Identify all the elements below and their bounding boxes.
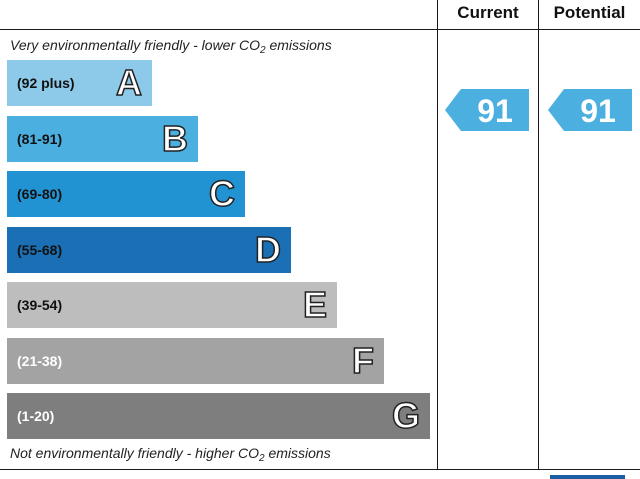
band-letter: C bbox=[208, 172, 236, 215]
arrow-value: 91 bbox=[580, 93, 616, 129]
band-d: (55-68) D bbox=[7, 226, 291, 273]
bottom-caption: Not environmentally friendly - higher CO… bbox=[10, 445, 331, 464]
band-letter: G bbox=[391, 394, 421, 437]
band-letter: D bbox=[254, 228, 282, 271]
top-border bbox=[0, 29, 640, 30]
column-header-current: Current bbox=[457, 3, 519, 22]
band-b: (81-91) B bbox=[7, 115, 198, 162]
arrow-shape bbox=[548, 88, 632, 131]
band-range-label: (1-20) bbox=[17, 408, 55, 424]
top-caption: Very environmentally friendly - lower CO… bbox=[10, 37, 332, 56]
band-letter: B bbox=[161, 117, 189, 160]
band-range-label: (81-91) bbox=[17, 130, 63, 147]
band-range-label: (21-38) bbox=[17, 352, 63, 369]
current-rating-arrow: 91 bbox=[445, 88, 529, 131]
band-g: (1-20) G bbox=[7, 393, 430, 439]
divider-potential bbox=[538, 0, 539, 470]
divider-current bbox=[437, 0, 438, 470]
band-c: (69-80) C bbox=[7, 171, 245, 217]
column-header-potential: Potential bbox=[553, 3, 626, 22]
bottom-border bbox=[0, 469, 640, 470]
band-a: (92 plus) A bbox=[7, 60, 152, 106]
arrow-shape bbox=[445, 88, 529, 131]
band-range-label: (55-68) bbox=[17, 241, 63, 258]
band-e: (39-54) E bbox=[7, 282, 337, 328]
next-section-bar bbox=[550, 475, 625, 479]
band-f: (21-38) F bbox=[7, 337, 384, 384]
arrow-value: 91 bbox=[477, 93, 513, 129]
band-range-label: (92 plus) bbox=[17, 75, 75, 91]
band-range-label: (39-54) bbox=[17, 297, 63, 313]
band-letter: F bbox=[351, 339, 375, 382]
band-letter: A bbox=[115, 61, 143, 104]
band-letter: E bbox=[302, 283, 328, 326]
band-range-label: (69-80) bbox=[17, 186, 63, 202]
potential-rating-arrow: 91 bbox=[548, 88, 632, 131]
